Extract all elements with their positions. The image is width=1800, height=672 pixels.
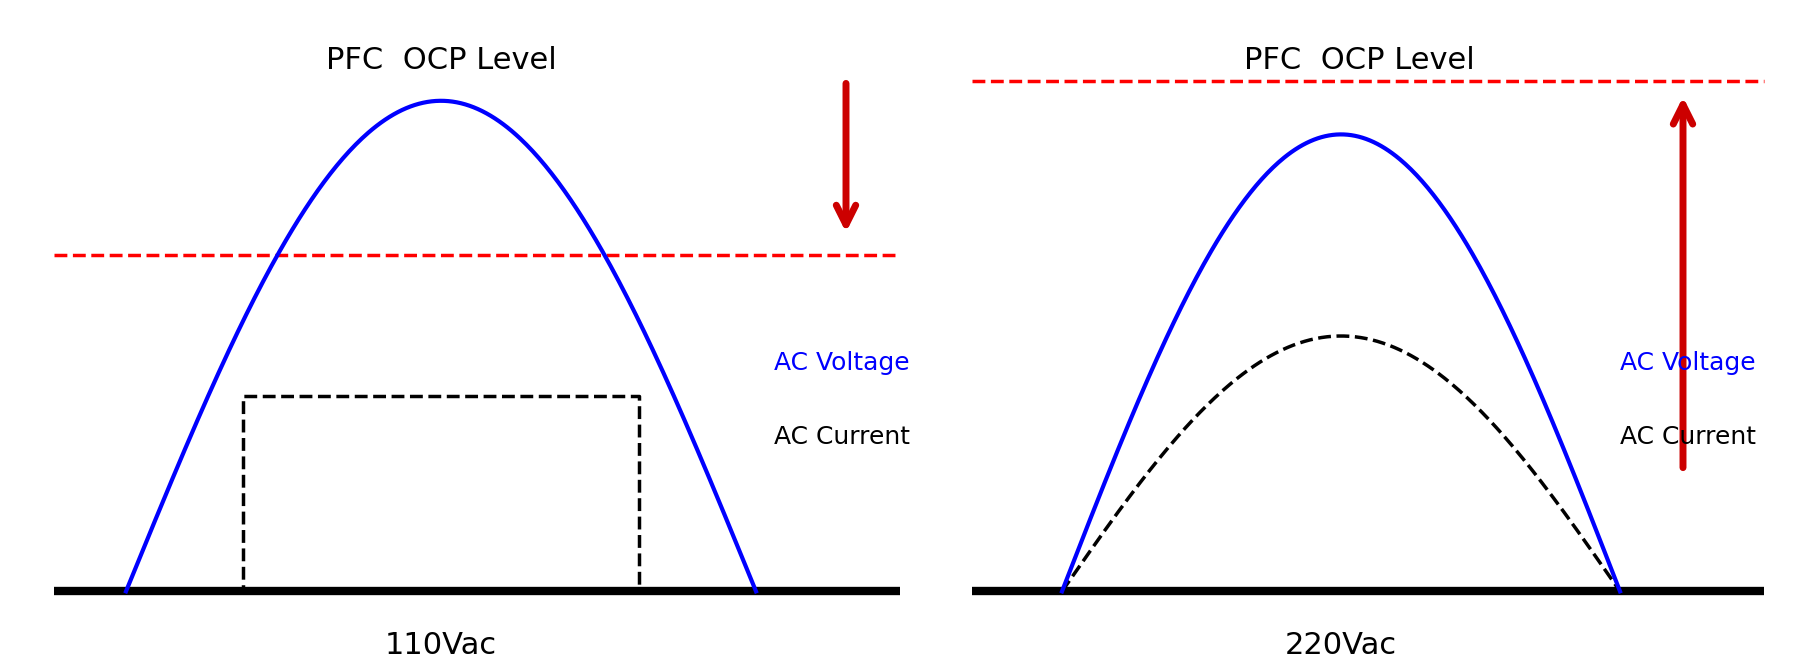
Text: 220Vac: 220Vac [1285, 630, 1397, 660]
Text: AC Voltage: AC Voltage [774, 351, 909, 375]
Text: AC Current: AC Current [774, 425, 911, 449]
Text: PFC  OCP Level: PFC OCP Level [326, 46, 556, 75]
Text: AC Current: AC Current [1620, 425, 1757, 449]
Text: PFC  OCP Level: PFC OCP Level [1244, 46, 1474, 75]
Text: 110Vac: 110Vac [385, 630, 497, 660]
Text: AC Voltage: AC Voltage [1620, 351, 1755, 375]
